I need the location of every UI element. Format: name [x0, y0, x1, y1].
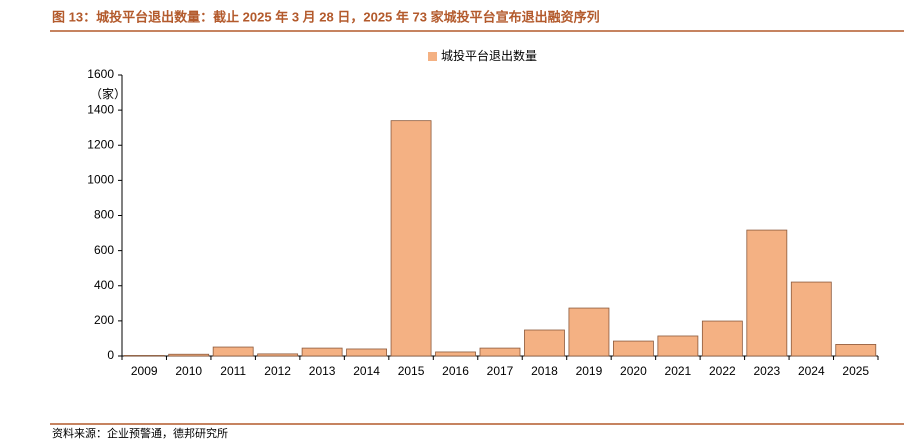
- x-tick-label: 2023: [753, 364, 780, 378]
- legend-label: 城投平台退出数量: [441, 48, 537, 63]
- x-tick-label: 2020: [620, 364, 647, 378]
- bar: [212, 346, 254, 357]
- x-tick-label: 2012: [264, 364, 291, 378]
- x-tick-label: 2024: [798, 364, 825, 378]
- x-tick-label: 2018: [531, 364, 558, 378]
- y-tick-label: 1000: [87, 173, 114, 187]
- x-tick-label: 2025: [842, 364, 869, 378]
- y-axis-label: （家）: [90, 86, 126, 101]
- bar: [524, 329, 565, 357]
- x-tick-label: 2016: [442, 364, 469, 378]
- y-tick-label: 1600: [87, 67, 114, 81]
- x-tick-label: 2015: [398, 364, 425, 378]
- y-tick-label: 800: [94, 208, 114, 222]
- y-tick-label: 400: [94, 278, 114, 292]
- bar: [257, 353, 299, 357]
- y-tick-label: 1200: [87, 137, 114, 151]
- bar: [435, 351, 476, 357]
- bar: [613, 340, 654, 357]
- y-tick-label: 1400: [87, 102, 114, 116]
- bar: [746, 229, 788, 357]
- bar: [568, 307, 610, 357]
- bar: [701, 320, 743, 357]
- y-tick-label: 0: [107, 348, 114, 362]
- bar: [390, 120, 432, 357]
- source: 资料来源：企业预警通，德邦研究所: [52, 426, 228, 440]
- chart-title: 图 13：城投平台退出数量：截止 2025 年 3 月 28 日，2025 年 …: [52, 9, 600, 24]
- x-tick-label: 2014: [353, 364, 380, 378]
- legend-swatch: [428, 52, 437, 61]
- x-tick-label: 2009: [131, 364, 158, 378]
- bar: [346, 348, 388, 357]
- bar: [301, 347, 343, 357]
- bar: [790, 281, 832, 357]
- x-tick-label: 2010: [175, 364, 202, 378]
- bar: [835, 344, 877, 357]
- y-tick-label: 600: [94, 243, 114, 257]
- bar: [168, 353, 210, 357]
- bar: [479, 347, 521, 357]
- x-tick-label: 2013: [309, 364, 336, 378]
- x-tick-label: 2019: [576, 364, 603, 378]
- x-tick-label: 2011: [220, 364, 246, 378]
- y-tick-label: 200: [94, 313, 114, 327]
- x-tick-label: 2021: [665, 364, 692, 378]
- x-tick-label: 2022: [709, 364, 736, 378]
- bar: [657, 335, 699, 357]
- bar: [123, 355, 165, 357]
- x-tick-label: 2017: [487, 364, 514, 378]
